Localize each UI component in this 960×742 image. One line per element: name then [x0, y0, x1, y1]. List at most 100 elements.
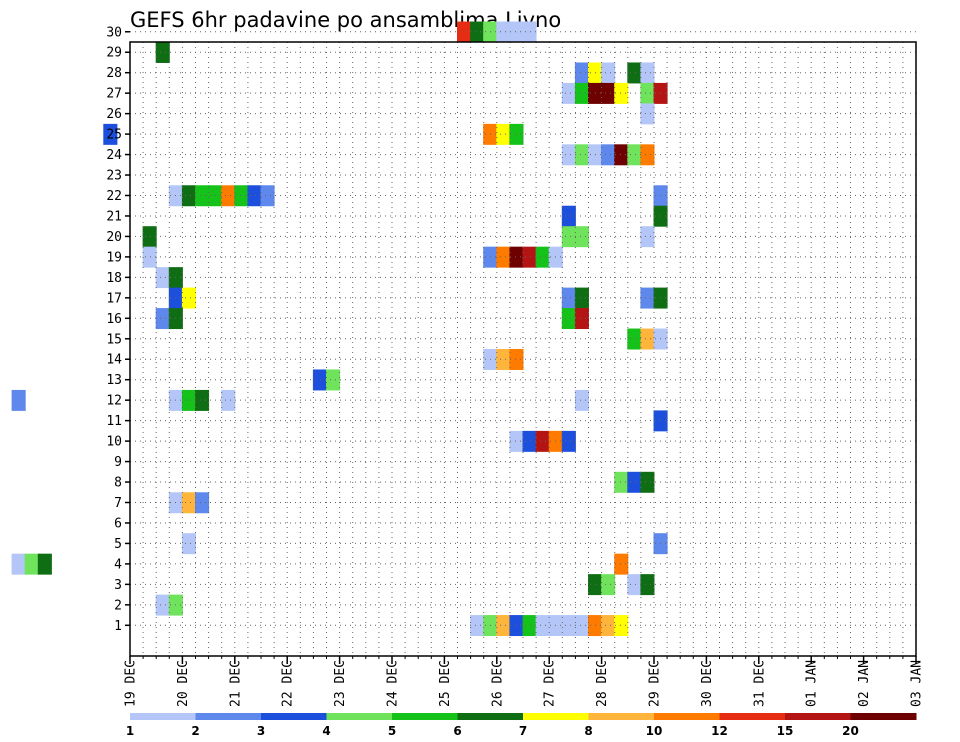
heatmap-cell — [11, 553, 26, 575]
heatmap-cell — [24, 553, 39, 575]
y-tick-label: 20 — [106, 230, 122, 245]
y-axis: 1234567891011121314151617181920212223242… — [106, 25, 130, 634]
heatmap-cell — [627, 471, 642, 493]
heatmap-cell — [509, 246, 524, 268]
heatmap-cell — [522, 246, 537, 268]
heatmap-cell — [155, 267, 170, 289]
heatmap-cell — [614, 82, 629, 104]
x-tick-label: 25 DEC — [438, 660, 453, 707]
heatmap-cell — [574, 144, 589, 166]
grid-lines — [130, 31, 916, 656]
heatmap-cell — [181, 389, 196, 411]
heatmap-cell — [312, 369, 327, 391]
y-tick-label: 3 — [114, 578, 122, 593]
heatmap-cell — [522, 430, 537, 452]
x-tick-label: 21 DEC — [228, 660, 243, 707]
heatmap-cell — [640, 287, 655, 309]
y-tick-label: 4 — [114, 557, 122, 572]
heatmap-cell — [627, 62, 642, 84]
y-tick-label: 19 — [106, 250, 122, 265]
heatmap-cell — [522, 615, 537, 637]
colorbar-label: 4 — [322, 724, 330, 738]
heatmap-cell — [574, 615, 589, 637]
heatmap-cell — [640, 144, 655, 166]
y-tick-label: 2 — [114, 598, 122, 613]
colorbar-segment — [392, 713, 458, 720]
heatmap-cell — [37, 553, 52, 575]
heatmap-cell — [221, 185, 236, 207]
heatmap-cell — [640, 62, 655, 84]
y-tick-label: 18 — [106, 271, 122, 286]
heatmap-cell — [181, 492, 196, 514]
heatmap-cell — [181, 185, 196, 207]
heatmap-cell — [509, 615, 524, 637]
y-tick-label: 11 — [106, 414, 122, 429]
colorbar-label: 20 — [842, 724, 859, 738]
y-tick-label: 24 — [106, 148, 122, 163]
heatmap-cell — [496, 349, 511, 370]
heatmap-cell — [614, 144, 629, 166]
heatmap-cell — [181, 287, 196, 309]
colorbar-segment — [719, 713, 786, 720]
heatmap-cell — [614, 553, 629, 575]
heatmap-cell — [601, 574, 616, 596]
heatmap-cell — [640, 103, 655, 125]
colorbar-segment — [326, 713, 393, 720]
heatmap-cell — [574, 389, 589, 411]
heatmap-cell — [614, 471, 629, 493]
heatmap-cell — [470, 21, 485, 43]
heatmap-cell — [561, 430, 576, 452]
y-tick-label: 26 — [106, 107, 122, 122]
colorbar-segment — [523, 713, 589, 720]
heatmap-cell — [640, 328, 655, 350]
heatmap-cell — [601, 62, 616, 84]
x-tick-label: 22 DEC — [281, 660, 296, 707]
heatmap-cell — [574, 62, 589, 84]
y-tick-label: 16 — [106, 312, 122, 327]
colorbar-label: 3 — [257, 724, 265, 738]
heatmap-cell — [496, 123, 511, 145]
colorbar-label: 2 — [191, 724, 199, 738]
colorbar-label: 12 — [711, 724, 728, 738]
x-tick-label: 02 JAN — [857, 660, 872, 707]
y-tick-label: 27 — [106, 87, 122, 102]
heatmap-cell — [601, 144, 616, 166]
x-tick-label: 27 DEC — [543, 660, 558, 707]
heatmap-cell — [155, 42, 170, 63]
heatmap-cell — [640, 82, 655, 104]
y-tick-label: 7 — [114, 496, 122, 511]
colorbar-segment — [850, 713, 917, 720]
colorbar-segment — [457, 713, 524, 720]
colorbar-label: 15 — [777, 724, 794, 738]
heatmap-cell — [103, 123, 118, 145]
y-tick-label: 12 — [106, 394, 122, 409]
heatmap-cell — [627, 144, 642, 166]
y-tick-label: 13 — [106, 373, 122, 388]
x-tick-label: 30 DEC — [700, 660, 715, 707]
y-tick-label: 6 — [114, 516, 122, 531]
heatmap-cell — [640, 471, 655, 493]
heatmap-cell — [470, 615, 485, 637]
colorbar-label: 10 — [646, 724, 663, 738]
heatmap-cell — [574, 82, 589, 104]
colorbar-segment — [195, 713, 262, 720]
heatmap-cell — [509, 430, 524, 452]
y-tick-label: 5 — [114, 537, 122, 552]
heatmap-cell — [509, 21, 524, 43]
colorbar-label: 6 — [453, 724, 461, 738]
heatmap-cell — [509, 349, 524, 370]
colorbar-segment — [654, 713, 720, 720]
y-tick-label: 8 — [114, 476, 122, 491]
colorbar-label: 1 — [126, 724, 134, 738]
heatmap-cell — [535, 430, 550, 452]
heatmap-cell — [561, 226, 576, 248]
x-tick-label: 23 DEC — [333, 660, 348, 707]
y-tick-label: 1 — [114, 619, 122, 634]
y-tick-label: 30 — [106, 25, 122, 40]
heatmap-cells — [11, 21, 668, 637]
x-tick-label: 01 JAN — [805, 660, 820, 707]
heatmap-cell — [535, 615, 550, 637]
heatmap-cell — [142, 226, 157, 248]
heatmap-cell — [195, 492, 210, 514]
heatmap-cell — [627, 574, 642, 596]
